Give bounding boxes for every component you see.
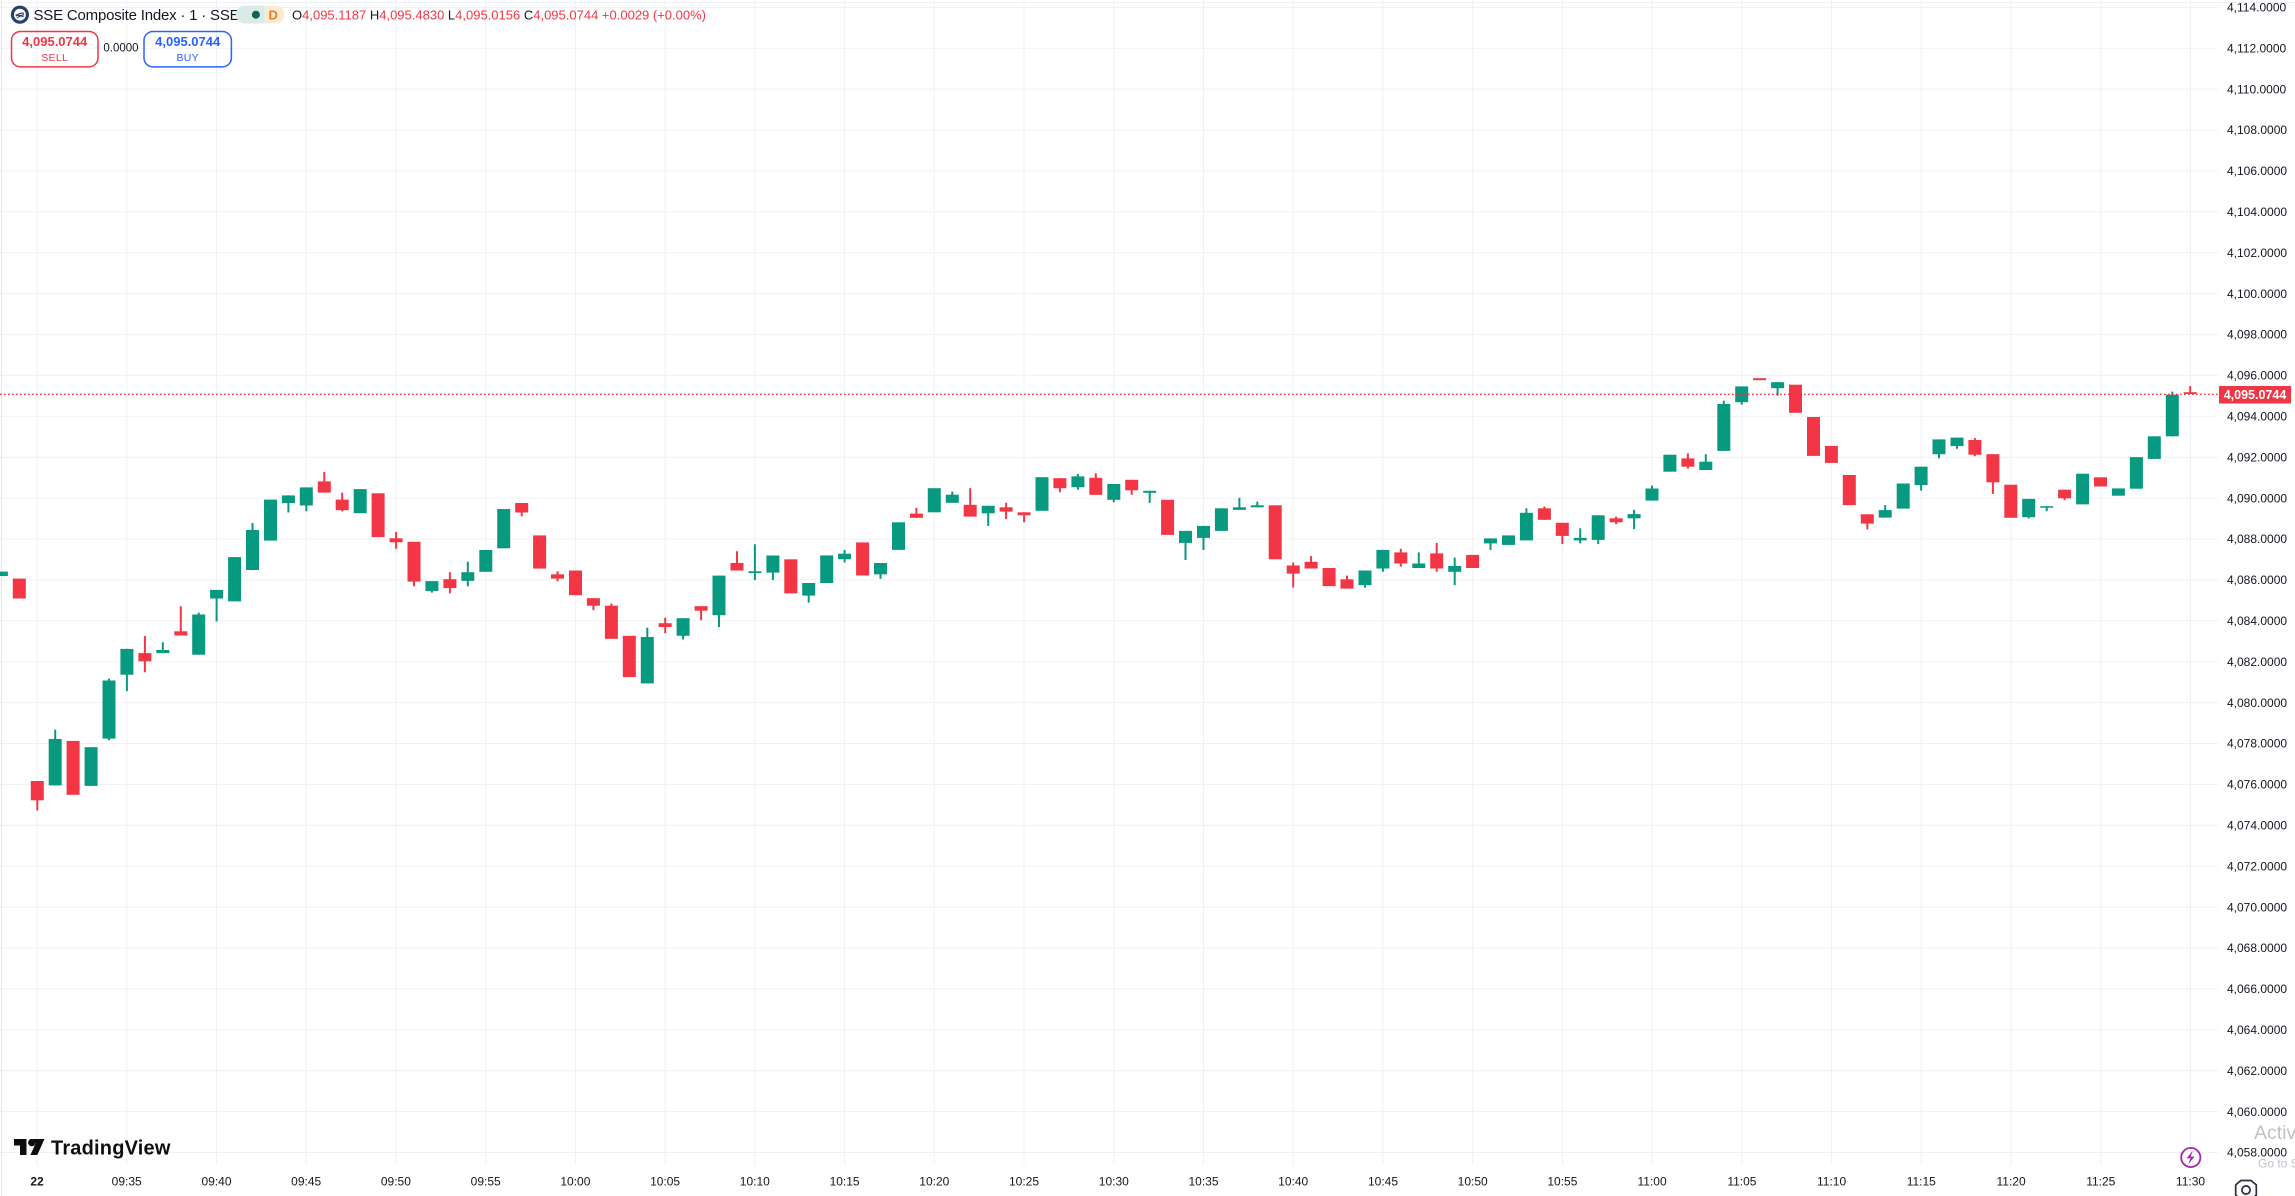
svg-text:4,080.0000: 4,080.0000 xyxy=(2227,696,2287,710)
svg-text:22: 22 xyxy=(30,1175,44,1189)
svg-text:4,108.0000: 4,108.0000 xyxy=(2227,123,2287,137)
svg-text:4,078.0000: 4,078.0000 xyxy=(2227,737,2287,751)
svg-text:Activate Windows: Activate Windows xyxy=(2254,1122,2295,1144)
svg-text:BUY: BUY xyxy=(176,52,199,64)
svg-text:4,104.0000: 4,104.0000 xyxy=(2227,205,2287,219)
svg-text:10:15: 10:15 xyxy=(830,1175,860,1189)
svg-text:4,106.0000: 4,106.0000 xyxy=(2227,164,2287,178)
svg-text:4,096.0000: 4,096.0000 xyxy=(2227,369,2287,383)
svg-text:4,098.0000: 4,098.0000 xyxy=(2227,328,2287,342)
svg-text:4,112.0000: 4,112.0000 xyxy=(2227,41,2286,55)
svg-text:09:45: 09:45 xyxy=(291,1175,321,1189)
svg-text:SSE Composite Index · 1 · SSE: SSE Composite Index · 1 · SSE xyxy=(34,7,240,24)
svg-text:10:40: 10:40 xyxy=(1278,1175,1308,1189)
svg-text:4,110.0000: 4,110.0000 xyxy=(2227,82,2286,96)
svg-text:4,088.0000: 4,088.0000 xyxy=(2227,532,2287,546)
svg-text:4,074.0000: 4,074.0000 xyxy=(2227,819,2287,833)
svg-text:4,064.0000: 4,064.0000 xyxy=(2227,1023,2287,1037)
svg-text:4,100.0000: 4,100.0000 xyxy=(2227,287,2287,301)
svg-text:11:05: 11:05 xyxy=(1727,1175,1756,1189)
svg-text:09:55: 09:55 xyxy=(471,1175,501,1189)
svg-text:Go to Settings to activate Win: Go to Settings to activate Windows. xyxy=(2258,1157,2295,1171)
svg-text:4,092.0000: 4,092.0000 xyxy=(2227,450,2287,464)
svg-text:10:55: 10:55 xyxy=(1547,1175,1577,1189)
svg-text:10:05: 10:05 xyxy=(650,1175,680,1189)
svg-text:SELL: SELL xyxy=(41,52,68,64)
svg-text:4,084.0000: 4,084.0000 xyxy=(2227,614,2287,628)
svg-text:10:30: 10:30 xyxy=(1099,1175,1129,1189)
svg-text:10:20: 10:20 xyxy=(919,1175,949,1189)
svg-text:4,068.0000: 4,068.0000 xyxy=(2227,941,2287,955)
svg-text:10:35: 10:35 xyxy=(1188,1175,1218,1189)
svg-text:11:25: 11:25 xyxy=(2086,1175,2115,1189)
svg-text:11:10: 11:10 xyxy=(1817,1175,1846,1189)
svg-text:4,072.0000: 4,072.0000 xyxy=(2227,859,2287,873)
svg-text:4,082.0000: 4,082.0000 xyxy=(2227,655,2287,669)
svg-text:11:00: 11:00 xyxy=(1638,1175,1667,1189)
svg-text:TradingView: TradingView xyxy=(51,1138,171,1160)
svg-text:10:45: 10:45 xyxy=(1368,1175,1398,1189)
svg-text:4,086.0000: 4,086.0000 xyxy=(2227,573,2287,587)
svg-text:10:10: 10:10 xyxy=(740,1175,770,1189)
svg-text:4,058.0000: 4,058.0000 xyxy=(2227,1146,2287,1160)
svg-text:4,062.0000: 4,062.0000 xyxy=(2227,1064,2287,1078)
svg-text:4,114.0000: 4,114.0000 xyxy=(2227,1,2286,15)
svg-text:4,095.0744: 4,095.0744 xyxy=(22,34,88,49)
svg-text:4,090.0000: 4,090.0000 xyxy=(2227,491,2287,505)
svg-text:0.0000: 0.0000 xyxy=(103,42,138,54)
svg-text:10:00: 10:00 xyxy=(560,1175,590,1189)
svg-text:4,095.0744: 4,095.0744 xyxy=(155,34,221,49)
svg-text:10:50: 10:50 xyxy=(1458,1175,1488,1189)
svg-text:D: D xyxy=(269,7,278,22)
svg-text:4,070.0000: 4,070.0000 xyxy=(2227,900,2287,914)
svg-text:09:50: 09:50 xyxy=(381,1175,411,1189)
svg-text:09:35: 09:35 xyxy=(112,1175,142,1189)
svg-text:11:30: 11:30 xyxy=(2176,1175,2205,1189)
svg-text:09:40: 09:40 xyxy=(201,1175,231,1189)
svg-text:10:25: 10:25 xyxy=(1009,1175,1039,1189)
svg-text:4,066.0000: 4,066.0000 xyxy=(2227,982,2287,996)
svg-text:4,094.0000: 4,094.0000 xyxy=(2227,410,2287,424)
svg-text:4,095.0744: 4,095.0744 xyxy=(2224,388,2287,402)
svg-text:4,076.0000: 4,076.0000 xyxy=(2227,778,2287,792)
svg-text:11:15: 11:15 xyxy=(1907,1175,1936,1189)
svg-text:4,060.0000: 4,060.0000 xyxy=(2227,1105,2287,1119)
svg-text:11:20: 11:20 xyxy=(1997,1175,2026,1189)
svg-text:O4,095.1187 H4,095.4830 L4,095: O4,095.1187 H4,095.4830 L4,095.0156 C4,0… xyxy=(292,7,706,22)
svg-text:4,102.0000: 4,102.0000 xyxy=(2227,246,2287,260)
